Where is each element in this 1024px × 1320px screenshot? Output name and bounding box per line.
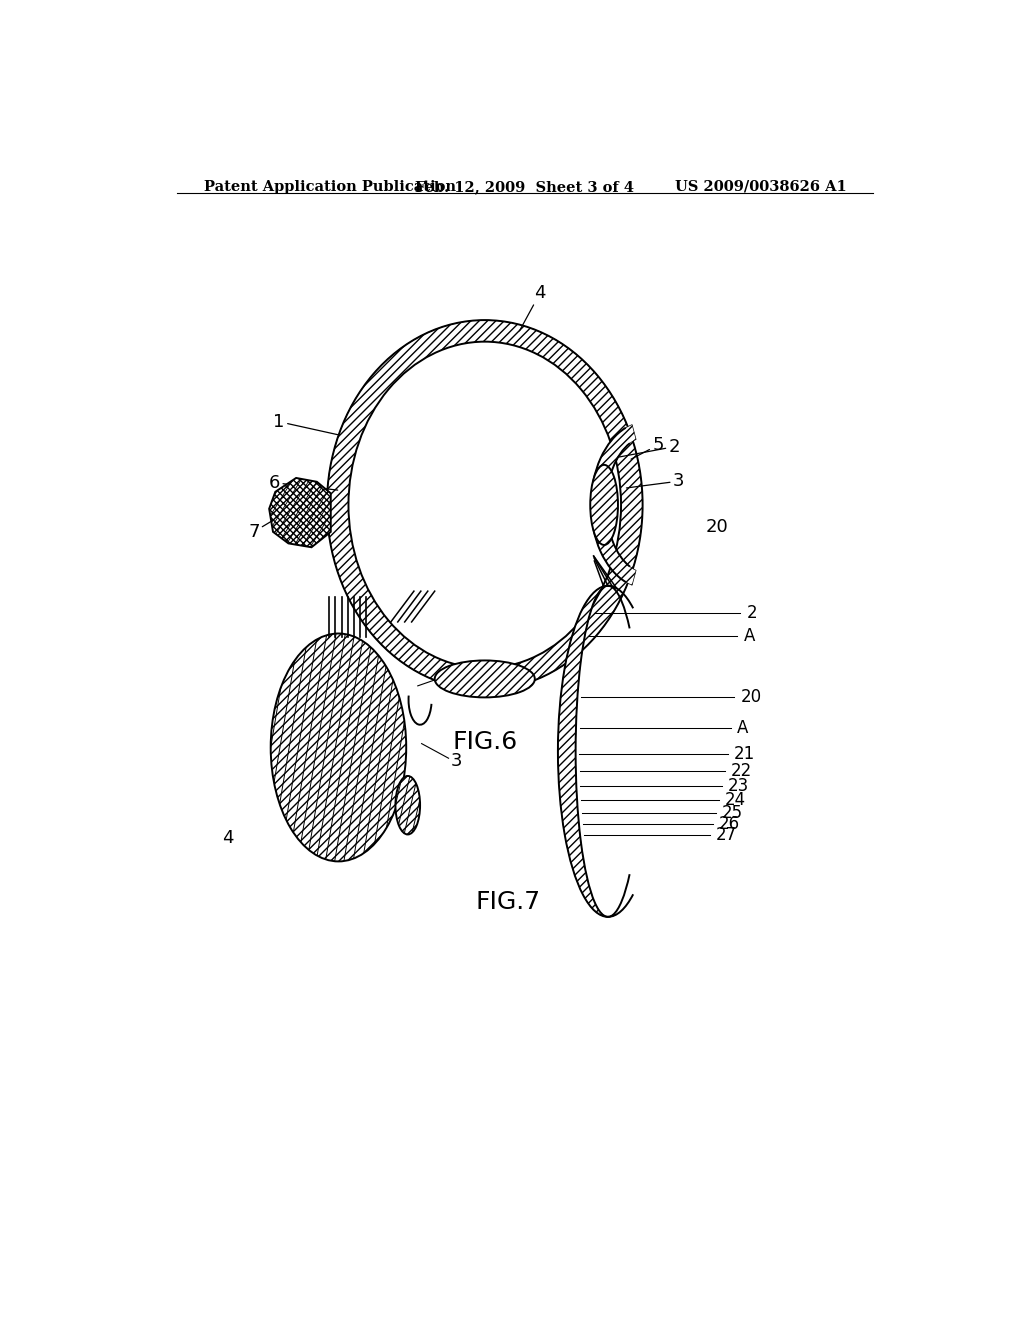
Text: 3: 3 [451,752,463,771]
Text: 1: 1 [273,413,338,434]
Text: 25: 25 [722,804,743,822]
Text: Patent Application Publication: Patent Application Publication [204,180,456,194]
Text: 27: 27 [716,826,737,845]
Text: 26: 26 [719,816,740,833]
Text: 20: 20 [706,517,728,536]
Ellipse shape [395,776,420,834]
Text: 22: 22 [731,762,753,780]
Text: A: A [737,719,749,737]
Ellipse shape [435,660,535,697]
Text: 24: 24 [725,791,746,809]
Polygon shape [558,586,616,917]
Text: 2: 2 [746,603,757,622]
Ellipse shape [327,321,643,689]
Text: FIG.7: FIG.7 [475,890,541,913]
Text: 3: 3 [627,473,684,490]
Text: 20: 20 [740,689,762,706]
Text: A: A [743,627,755,644]
Text: 5: 5 [437,671,449,689]
Text: 4: 4 [519,284,546,331]
Text: 6: 6 [269,474,338,492]
Text: FIG.6: FIG.6 [453,730,517,754]
Text: 2: 2 [607,438,680,459]
Text: 23: 23 [728,777,750,795]
Text: 7: 7 [248,508,292,541]
Polygon shape [269,478,331,548]
Ellipse shape [348,342,621,668]
Text: 4: 4 [222,829,233,847]
Polygon shape [591,425,636,585]
Ellipse shape [270,634,407,862]
Text: 5: 5 [631,436,664,459]
Ellipse shape [590,465,617,545]
Text: US 2009/0038626 A1: US 2009/0038626 A1 [675,180,847,194]
Text: 21: 21 [734,744,756,763]
Text: Feb. 12, 2009  Sheet 3 of 4: Feb. 12, 2009 Sheet 3 of 4 [416,180,634,194]
